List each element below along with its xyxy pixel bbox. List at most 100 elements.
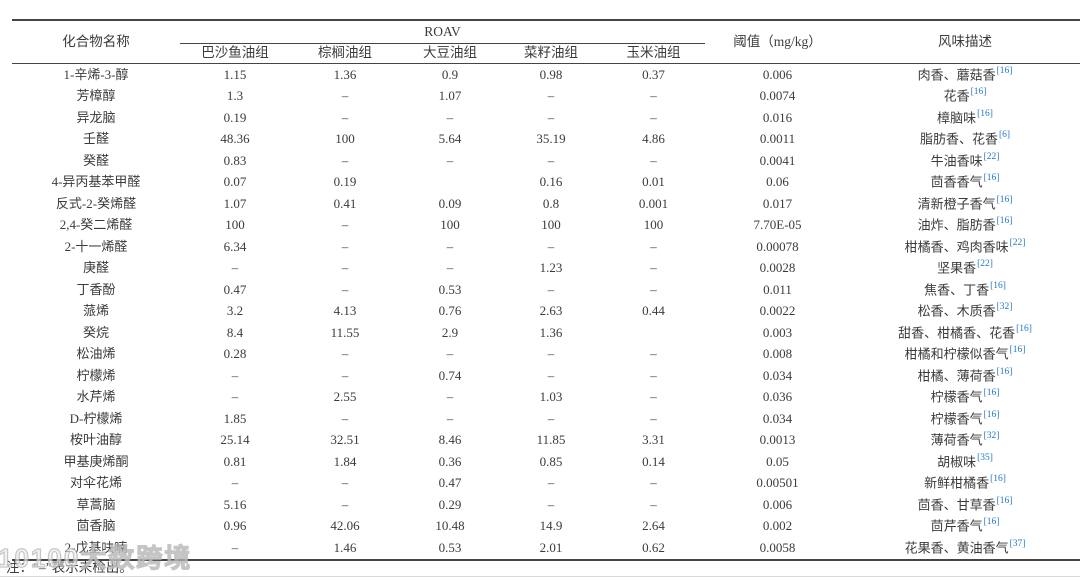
roav-basa-fish: 8.4 (226, 324, 244, 340)
flavor-text: 茴香香气 (930, 174, 983, 190)
reference-number: [16] (996, 495, 1013, 506)
roav-rapeseed: 0.98 (539, 66, 563, 82)
reference-number: [35] (977, 452, 993, 463)
reference-number: [32] (983, 431, 1000, 442)
flavor-text: 茴芹香气 (930, 518, 983, 534)
threshold-value: 0.0058 (759, 539, 796, 555)
roav-palm: – (341, 109, 349, 125)
table-row: 桉叶油醇 25.14 32.51 8.46 11.85 3.31 0.0013 薄荷香气[32… (12, 430, 1080, 452)
roav-corn: – (650, 281, 657, 297)
flavor-description: 松香、木质香[32] (850, 301, 1080, 323)
roav-basa-fish: 0.83 (223, 152, 247, 168)
roav-corn: – (650, 367, 657, 383)
flavor-description: 坚果香[22] (850, 258, 1080, 280)
reference-number: [16] (983, 388, 1000, 399)
flavor-description: 薄荷香气[32] (850, 430, 1080, 452)
roav-soybean: 0.29 (438, 496, 462, 512)
compound-name: 2-戊基呋喃 (64, 539, 128, 555)
roav-corn: – (650, 152, 657, 168)
roav-palm: – (341, 88, 349, 104)
compound-name: 茴香脑 (76, 518, 116, 534)
threshold-value: 0.003 (762, 324, 793, 340)
roav-basa-fish: 0.47 (223, 281, 247, 297)
roav-rapeseed: – (547, 281, 555, 297)
header-oil-palm: 棕榈油组 (290, 43, 400, 64)
roav-soybean: – (446, 109, 454, 125)
table-row: 壬醛 48.36 100 5.64 35.19 4.86 0.0011 脂肪香、花香[6] (12, 129, 1080, 151)
flavor-text: 甜香、柑橘香、花香 (898, 325, 1016, 341)
flavor-text: 牛油香味 (930, 153, 983, 169)
reference-number: [22] (977, 259, 993, 270)
flavor-text: 樟脑味 (937, 110, 977, 126)
roav-corn: – (650, 475, 657, 491)
roav-rapeseed: 2.63 (539, 303, 563, 319)
threshold-value: 0.0074 (759, 88, 796, 104)
roav-soybean: 0.53 (438, 281, 462, 297)
threshold-value: 0.036 (762, 389, 793, 405)
roav-soybean (400, 172, 500, 194)
reference-number: [16] (990, 280, 1006, 291)
flavor-description: 柑橘、薄荷香[16] (850, 365, 1080, 387)
threshold-value: 0.016 (762, 109, 793, 125)
reference-number: [16] (1009, 345, 1026, 356)
roav-palm: 1.84 (333, 453, 357, 469)
roav-palm: – (341, 367, 349, 383)
roav-corn: 0.44 (642, 303, 665, 319)
roav-soybean: – (446, 238, 454, 254)
roav-basa-fish: – (231, 539, 239, 555)
roav-soybean: 0.53 (438, 539, 462, 555)
roav-basa-fish: 0.28 (223, 346, 247, 362)
table-row: 对伞花烯 – – 0.47 – – 0.00501 新鲜柑橘香[16] (12, 473, 1080, 495)
roav-basa-fish: 1.3 (226, 88, 244, 104)
table-row: 2-戊基呋喃 – 1.46 0.53 2.01 0.62 0.0058 花果香、黄油香气[37… (12, 537, 1080, 560)
threshold-value: 0.011 (763, 281, 792, 297)
table-row: 蒎烯 3.2 4.13 0.76 2.63 0.44 0.0022 松香、木质香[32] (12, 301, 1080, 323)
flavor-description: 甜香、柑橘香、花香[16] (850, 322, 1080, 344)
reference-number: [16] (983, 409, 1000, 420)
threshold-value: 0.00501 (756, 475, 799, 491)
flavor-text: 茴香、甘草香 (917, 497, 996, 513)
roav-palm: – (341, 410, 349, 426)
roav-basa-fish: 1.15 (223, 66, 247, 82)
flavor-text: 坚果香 (937, 260, 977, 276)
roav-rapeseed: 0.16 (539, 174, 563, 190)
threshold-value: 0.0041 (759, 152, 796, 168)
flavor-description: 柑橘香、鸡肉香味[22] (850, 236, 1080, 258)
reference-number: [16] (1016, 323, 1032, 334)
flavor-text: 花果香、黄油香气 (904, 540, 1009, 556)
flavor-text: 脂肪香、花香 (919, 131, 998, 147)
flavor-description: 肉香、蘑菇香[16] (850, 64, 1080, 86)
table-row: 2,4-癸二烯醛 100 – 100 100 100 7.70E-05 油炸、脂肪香[16] (12, 215, 1080, 237)
roav-rapeseed: 1.36 (539, 324, 563, 340)
roav-soybean: 0.36 (438, 453, 462, 469)
roav-basa-fish: 100 (225, 217, 245, 233)
compound-name: 1-辛烯-3-醇 (63, 66, 129, 82)
roav-rapeseed: – (547, 346, 555, 362)
roav-basa-fish: 5.16 (223, 496, 247, 512)
compound-name: 异龙脑 (76, 109, 116, 125)
roav-palm: – (341, 152, 349, 168)
compound-name: 芳樟醇 (76, 88, 116, 104)
roav-soybean: 2.9 (441, 324, 459, 340)
header-oil-corn: 玉米油组 (602, 43, 706, 64)
roav-basa-fish: 48.36 (220, 131, 250, 147)
roav-palm: 42.06 (330, 518, 360, 534)
roav-corn: – (650, 260, 657, 276)
roav-corn (602, 322, 705, 344)
roav-corn: – (650, 346, 657, 362)
header-flavor-description: 风味描述 (850, 20, 1080, 64)
roav-palm: 1.36 (333, 66, 357, 82)
compound-name: 对伞花烯 (69, 475, 122, 491)
compound-name: 蒎烯 (82, 303, 109, 319)
roav-corn: 0.001 (638, 195, 669, 211)
roav-palm: 2.55 (333, 389, 357, 405)
reference-number: [16] (970, 87, 987, 98)
roav-basa-fish: 1.85 (223, 410, 247, 426)
compound-name: 癸烷 (82, 324, 109, 340)
reference-number: [22] (983, 151, 1000, 162)
roav-corn: 0.62 (642, 539, 665, 555)
roav-soybean: – (446, 389, 454, 405)
table-row: 2-十一烯醛 6.34 – – – – 0.00078 柑橘香、鸡肉香味[22] (12, 236, 1080, 258)
roav-rapeseed: 14.9 (539, 518, 563, 534)
